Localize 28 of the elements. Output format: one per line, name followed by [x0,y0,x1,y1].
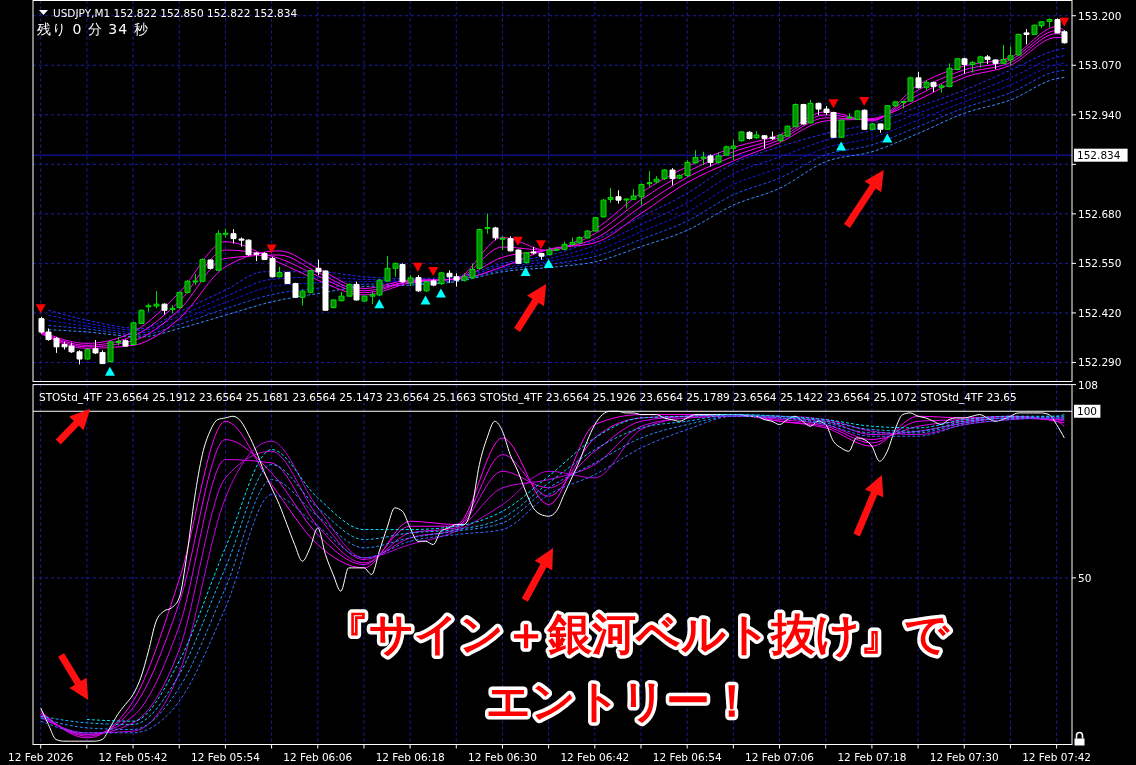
annotation: エントリー！ [485,674,754,726]
text: STOStd_4TF 23.6564 25.1912 23.6564 25.1681 23.6564 25.1473 23.6564 25.1663 STOStd_4TF 23.6564 25.1926 23.6564 25.1789 23.6564 25.1422 23.6564 25.1072 STOStd_4TF 23.65 [39,391,1017,405]
x-tick-label: 12 Feb 07:06 [745,750,815,763]
x-tick-label: 12 Feb 05:54 [190,750,261,763]
x-tick-label: 12 Feb 05:42 [98,750,168,763]
ref-line-label: 152.834 [1077,149,1121,162]
y-tick-label: 153.200 [1078,9,1122,22]
text: USDJPY,M1 152.822 152.850 152.822 152.834 [53,7,298,19]
x-tick-label: 12 Feb 06:06 [283,750,353,763]
y-tick-label: 152.420 [1078,306,1122,319]
x-tick-label: 12 Feb 2026 [8,750,74,763]
x-tick-label: 12 Feb 07:42 [1022,750,1092,763]
x-tick-label: 12 Feb 06:54 [652,750,722,763]
y-tick-label: 50 [1078,571,1092,584]
x-tick-label: 12 Feb 06:30 [468,750,537,763]
x-tick-label: 12 Feb 06:42 [560,750,630,763]
y-tick-label: 153.070 [1078,59,1122,72]
y-tick-label: 108 [1078,378,1099,391]
x-tick-label: 12 Feb 06:18 [375,750,445,763]
y-tick-label: 152.290 [1078,356,1122,369]
annotation: 『サイン＋銀河ベルト抜け』で [325,607,951,659]
y-tick-label: 152.550 [1078,257,1122,270]
x-tick-label: 12 Feb 07:18 [837,750,907,763]
text: 残り 0 分 34 秒 [37,20,149,37]
y-tick-label: 152.940 [1078,108,1122,121]
ref-line-label: 100 [1077,405,1098,418]
y-tick-label: 152.680 [1078,207,1122,220]
x-tick-label: 12 Feb 07:30 [929,750,999,763]
